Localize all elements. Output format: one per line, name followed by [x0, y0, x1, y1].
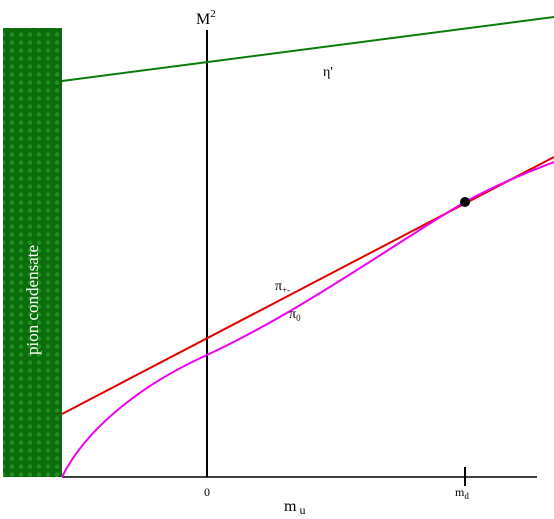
x-label-sub: u — [299, 503, 305, 517]
y-label-sup: 2 — [210, 8, 216, 20]
y-label-main: M — [196, 11, 210, 28]
pi-charged-line — [61, 156, 554, 415]
curve-label-main: π — [289, 307, 296, 322]
region-label: pion condensate — [23, 245, 42, 355]
crossing-point — [460, 197, 470, 207]
y-label: M2 — [196, 8, 216, 28]
x-tick-label: 0 — [204, 485, 210, 499]
curve-label: η' — [323, 65, 333, 80]
x-label-main: m — [284, 498, 297, 515]
curve-label-sub: 0 — [296, 313, 301, 323]
curve-label-sub: +- — [282, 285, 290, 295]
curve-label: π0 — [289, 307, 301, 323]
x-tick-main: m — [455, 485, 465, 499]
eta-prime-line — [61, 16, 554, 82]
x-tick-label: md — [455, 485, 469, 501]
x-tick-sub: d — [464, 491, 469, 501]
pi-zero-curve — [61, 161, 554, 478]
curve-label-main: π — [275, 279, 282, 294]
condensate-region — [3, 28, 62, 477]
curve-label: π+- — [275, 279, 290, 295]
